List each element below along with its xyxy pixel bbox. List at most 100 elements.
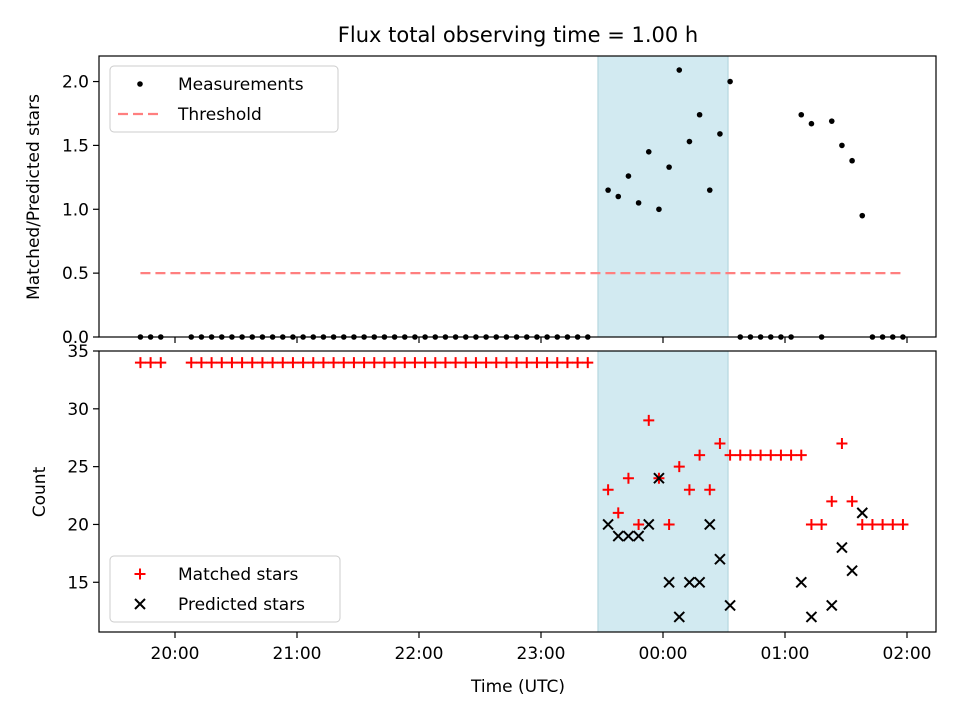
matched-star-point: [267, 357, 279, 369]
predicted-star-point: [704, 518, 716, 531]
axes-frame: [98, 55, 937, 338]
predicted-star-point: [663, 576, 675, 588]
predicted-star-point: [653, 472, 665, 484]
matched-star-point: [429, 357, 441, 369]
x-tick-label: 23:00: [517, 644, 566, 664]
chart-title: Flux total observing time = 1.00 h: [338, 23, 698, 47]
matched-star-point: [633, 518, 645, 530]
measurement-point: [859, 212, 866, 219]
matched-star-point: [338, 357, 350, 369]
matched-star-point: [399, 357, 411, 369]
matched-star-point: [877, 518, 889, 530]
matched-star-point: [378, 357, 390, 369]
matched-star-point: [704, 484, 716, 496]
predicted-star-point: [826, 599, 838, 612]
matched-star-point: [561, 357, 573, 369]
measurement-point: [625, 173, 632, 179]
matched-star-point: [450, 357, 462, 369]
measurement-point: [645, 148, 652, 155]
predicted-star-point: [846, 565, 858, 577]
x-tick-label: 00:00: [639, 644, 688, 664]
matched-star-point: [246, 357, 258, 369]
matched-star-point: [460, 357, 472, 369]
measurement-point: [808, 120, 815, 127]
measurement-point: [686, 138, 693, 145]
matched-star-point: [348, 357, 360, 369]
matched-star-point: [775, 449, 787, 461]
legend-matched-swatch: [134, 568, 146, 580]
matched-star-point: [409, 357, 421, 369]
matched-star-point: [236, 357, 248, 369]
measurement-point: [849, 157, 855, 164]
measurement-point: [666, 164, 672, 170]
matched-star-point: [856, 518, 868, 530]
measurement-point: [727, 78, 733, 85]
matched-star-point: [521, 357, 533, 369]
matched-star-point: [206, 357, 218, 369]
matched-star-point: [541, 357, 553, 369]
legend-label: Threshold: [177, 105, 262, 125]
predicted-star-point: [643, 518, 655, 531]
matched-star-point: [826, 495, 838, 507]
matched-star-point: [368, 357, 380, 369]
y-tick-label: 20: [67, 515, 89, 535]
matched-star-point: [866, 518, 878, 530]
predicted-star-point: [693, 576, 706, 588]
matched-star-point: [582, 357, 594, 369]
y-tick-label: 0.0: [62, 328, 89, 348]
x-tick-label: 22:00: [395, 644, 444, 664]
matched-star-point: [551, 357, 563, 369]
legend-predicted-swatch: [134, 598, 146, 610]
matched-star-point: [734, 449, 746, 461]
matched-star-point: [714, 438, 726, 450]
legend-box: [109, 65, 339, 133]
axes-frame: [98, 350, 937, 633]
predicted-star-point: [724, 599, 736, 612]
y-tick-label: 1.5: [62, 136, 89, 156]
matched-star-point: [622, 472, 634, 484]
measurement-point: [605, 187, 611, 193]
y-tick-label: 1.0: [62, 200, 89, 220]
matched-star-point: [805, 518, 817, 530]
x-tick-label: 20:00: [151, 644, 200, 664]
measurement-point: [828, 118, 835, 124]
matched-star-point: [846, 495, 858, 507]
y-tick-label: 15: [67, 573, 89, 593]
y-tick-label: 30: [67, 400, 89, 420]
predicted-star-point: [714, 553, 726, 565]
matched-star-point: [887, 518, 899, 530]
measurement-point: [696, 111, 703, 118]
matched-star-point: [297, 357, 309, 369]
matched-star-point: [490, 357, 502, 369]
legend-box: [109, 555, 341, 623]
matched-star-point: [500, 357, 512, 369]
measurement-point: [839, 142, 845, 149]
top-y-axis-label: Matched/Predicted stars: [24, 94, 44, 300]
x-tick-label: 02:00: [883, 644, 932, 664]
matched-star-point: [602, 484, 614, 496]
legend-measurement-swatch: [137, 81, 143, 87]
measurement-point: [706, 187, 713, 193]
matched-star-point: [643, 414, 655, 426]
matched-star-point: [816, 518, 828, 530]
matched-star-point: [836, 438, 848, 450]
matched-star-point: [185, 357, 197, 369]
matched-star-point: [439, 357, 451, 369]
y-tick-label: 35: [67, 342, 89, 362]
y-tick-label: 2.0: [62, 73, 89, 93]
predicted-star-point: [856, 507, 868, 519]
measurement-point: [676, 67, 683, 73]
measurement-point: [635, 200, 642, 206]
measurement-point: [798, 111, 805, 118]
predicted-star-point: [673, 611, 685, 623]
matched-star-point: [897, 518, 909, 530]
matched-star-point: [389, 357, 401, 369]
matched-star-point: [531, 357, 543, 369]
bottom-y-axis-label: Count: [30, 466, 50, 517]
matched-star-point: [470, 357, 482, 369]
matched-star-point: [724, 449, 736, 461]
measurement-point: [615, 193, 622, 200]
matched-star-point: [765, 449, 777, 461]
ratio-panel: 0.0 0.5 1.0 1.5 2.0 Measurements Threshold: [62, 55, 937, 348]
matched-star-point: [795, 449, 807, 461]
